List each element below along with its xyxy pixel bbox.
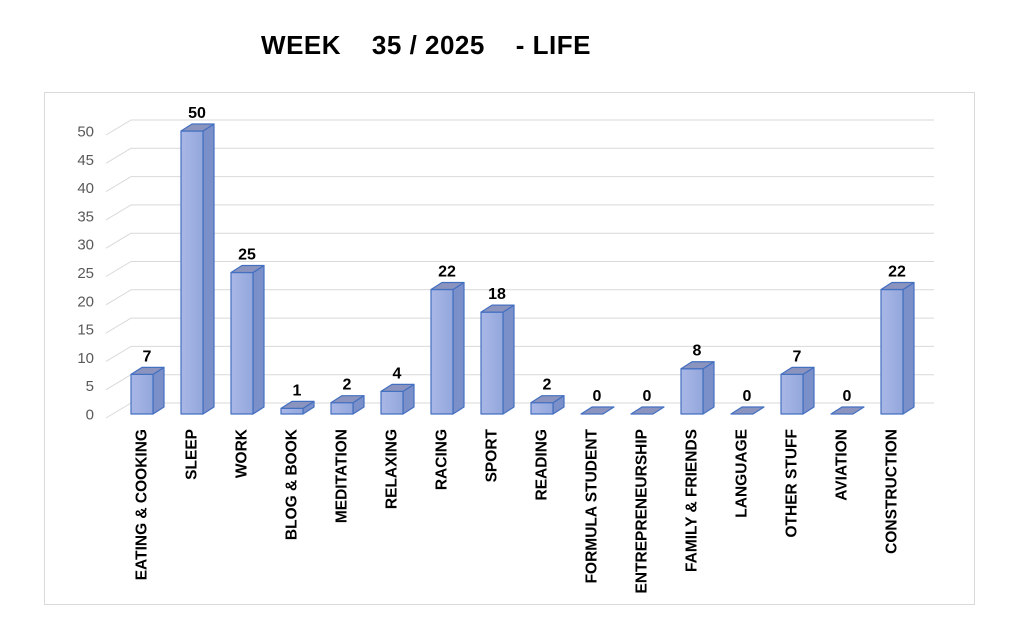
y-tick-label: 5 [86, 378, 94, 395]
category-label: RELAXING [384, 429, 401, 509]
gridline-depth [105, 204, 132, 221]
category-label: FAMILY & FRIENDS [684, 429, 701, 572]
bar-top [230, 264, 265, 274]
bar-top [380, 383, 415, 392]
bar-value-label: 22 [438, 263, 456, 280]
bar-side [502, 304, 515, 415]
y-tick-label: 30 [77, 237, 94, 254]
bar-side [702, 361, 715, 415]
bar-front [380, 390, 404, 415]
category-label: SPORT [484, 428, 501, 482]
bar-value-label: 0 [643, 388, 652, 405]
y-tick-label: 20 [77, 293, 94, 310]
chart-frame: 0 5 10 15 20 25 30 35 40 45 50 7 EATING & COOKING 50 S… [44, 92, 975, 605]
bar-front [880, 288, 904, 415]
bar-value-label: 0 [743, 388, 752, 405]
bar-top [780, 366, 815, 375]
gridline-depth [105, 289, 132, 306]
category-label: CONSTRUCTION [884, 429, 901, 554]
category-label: SLEEP [184, 429, 201, 480]
category-label: BLOG & BOOK [284, 428, 301, 540]
y-tick-label: 45 [77, 152, 94, 169]
category-label: OTHER STUFF [784, 429, 801, 538]
bar-zero [630, 406, 665, 415]
gridline-depth [105, 147, 132, 164]
bar-front [330, 402, 354, 415]
bar-top [480, 304, 515, 313]
bar-top [430, 281, 465, 291]
y-tick-label: 0 [86, 407, 94, 424]
bar-front [680, 368, 704, 415]
bar-front [780, 373, 804, 415]
bar-value-label: 22 [888, 263, 906, 280]
category-label: READING [534, 429, 551, 500]
gridline-depth [105, 374, 132, 391]
bar-side [802, 366, 815, 415]
category-label: EATING & COOKING [134, 429, 151, 580]
bar-front [430, 288, 454, 415]
bar-value-label: 25 [238, 247, 256, 264]
bar-side [202, 123, 215, 415]
bar-top [330, 395, 365, 404]
bar-zero [580, 406, 615, 415]
y-tick-label: 35 [77, 208, 94, 225]
bar-value-label: 8 [693, 343, 702, 360]
bar-front [480, 311, 504, 415]
y-tick-label: 25 [77, 265, 94, 282]
gridline-depth [105, 176, 132, 193]
bar-front [130, 373, 154, 415]
bar-value-label: 0 [843, 388, 852, 405]
bar-top [280, 400, 315, 409]
category-label: RACING [434, 429, 451, 490]
bar-value-label: 50 [188, 105, 206, 122]
bar-side [152, 366, 165, 415]
bar-zero [830, 406, 865, 415]
bar-top [130, 366, 165, 375]
y-tick-label: 40 [77, 180, 94, 197]
bar-side [452, 281, 465, 415]
chart-title: WEEK 35 / 2025 - LIFE [261, 30, 591, 60]
category-label: MEDITATION [334, 429, 351, 523]
bar-value-label: 0 [593, 388, 602, 405]
gridline-depth [105, 119, 132, 136]
bar-value-label: 2 [543, 377, 552, 394]
y-tick-label: 10 [77, 350, 94, 367]
y-tick-label: 50 [77, 124, 94, 141]
bar-value-label: 7 [793, 348, 802, 365]
bar-front [180, 130, 204, 415]
category-label: ENTREPRENEURSHIP [634, 429, 651, 594]
bar-value-label: 2 [343, 377, 352, 394]
bar-top [680, 361, 715, 370]
category-label: AVIATION [834, 429, 851, 501]
bar-top [180, 123, 215, 132]
bar-value-label: 1 [293, 382, 302, 399]
bar-side [252, 264, 265, 415]
gridline-depth [105, 261, 132, 277]
bar-front [530, 402, 554, 415]
gridline-depth [105, 345, 132, 362]
bar-top [530, 395, 565, 404]
y-tick-label: 15 [77, 322, 94, 339]
category-label: WORK [234, 428, 251, 478]
bar-value-label: 7 [143, 348, 152, 365]
bar-front [280, 407, 304, 415]
gridline-depth [105, 402, 132, 419]
bar-value-label: 4 [393, 365, 402, 382]
gridline-depth [105, 232, 132, 249]
category-label: FORMULA STUDENT [584, 428, 601, 583]
bar-zero [730, 406, 765, 415]
bar-top [880, 281, 915, 291]
gridline-depth [105, 317, 132, 334]
bar-front [230, 271, 254, 415]
category-label: LANGUAGE [734, 429, 751, 518]
bar-side [902, 281, 915, 415]
bar-value-label: 18 [488, 286, 506, 303]
